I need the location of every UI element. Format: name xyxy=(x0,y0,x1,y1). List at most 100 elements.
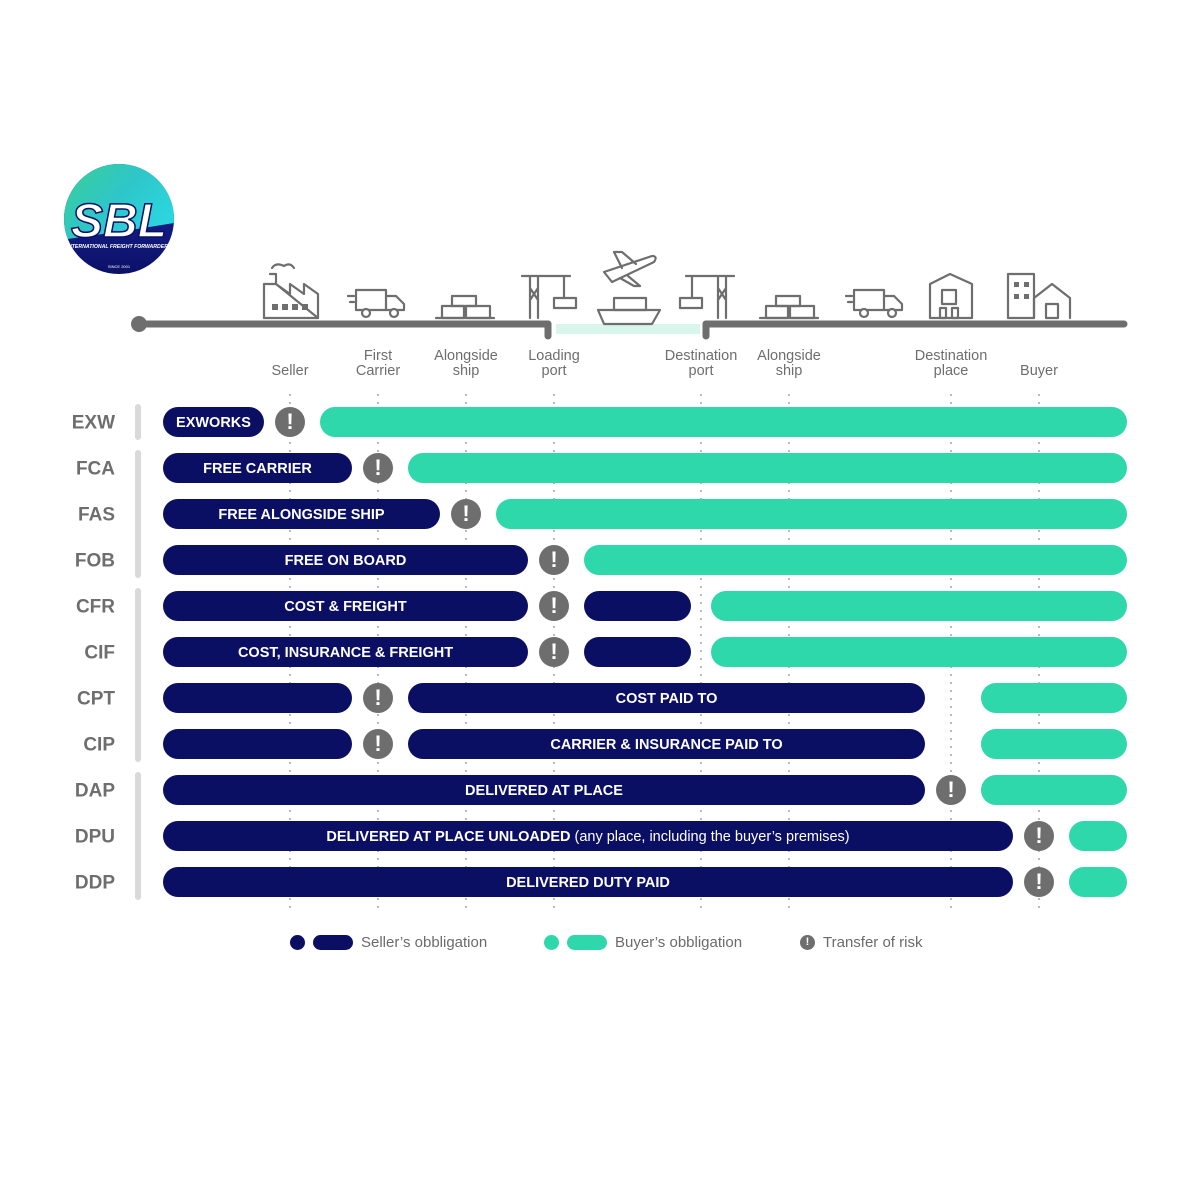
incoterm-row-ddp: DDP DELIVERED DUTY PAID! xyxy=(75,867,1127,897)
buyer-obligation-bar xyxy=(1069,867,1127,897)
incoterm-code: DPU xyxy=(75,827,115,848)
cargo-crates-icon xyxy=(758,294,820,320)
loading-crane-icon xyxy=(520,274,578,320)
legend-buyer-pill xyxy=(567,934,607,950)
timeline-start-dot xyxy=(131,316,147,332)
transfer-of-risk-icon: ! xyxy=(451,499,481,529)
incoterm-row-cfr: CFR COST & FREIGHT! xyxy=(76,591,1127,621)
factory-icon xyxy=(262,263,320,320)
svg-text:!: ! xyxy=(550,639,557,664)
cargo-crates-icon xyxy=(434,294,496,320)
obligation-label: COST PAID TO xyxy=(616,691,718,707)
incoterm-row-cip: CIP! CARRIER & INSURANCE PAID TO xyxy=(83,729,1127,759)
incoterm-row-cif: CIF COST, INSURANCE & FREIGHT! xyxy=(84,637,1127,667)
brand-logo: SBL INTERNATIONAL FREIGHT FORWARDERS SIN… xyxy=(64,164,174,274)
station-label-first_carrier: First Carrier xyxy=(356,348,400,379)
obligation-label: DELIVERED AT PLACE xyxy=(465,783,623,799)
buyer-obligation-bar xyxy=(408,453,1127,483)
station-label-seller: Seller xyxy=(271,363,308,379)
transfer-of-risk-icon: ! xyxy=(539,637,569,667)
incoterm-row-dap: DAP DELIVERED AT PLACE! xyxy=(75,775,1127,805)
destination-crane-icon xyxy=(678,274,736,320)
transfer-of-risk-icon: ! xyxy=(363,729,393,759)
seller-obligation-bar xyxy=(163,683,352,713)
seller-obligation-bar xyxy=(163,867,1013,897)
station-label-destination_place: Destination place xyxy=(915,348,988,379)
incoterm-row-exw: EXW EXWORKS! xyxy=(72,407,1127,437)
svg-text:!: ! xyxy=(374,731,381,756)
obligation-label: CARRIER & INSURANCE PAID TO xyxy=(550,737,782,753)
seller-obligation-bar xyxy=(163,499,440,529)
seller-obligation-bar xyxy=(408,683,925,713)
buyer-obligation-bar xyxy=(711,591,1127,621)
legend-buyer: Buyer’s obbligation xyxy=(544,930,742,954)
obligation-label: DELIVERED DUTY PAID xyxy=(506,875,670,891)
obligation-label: FREE ON BOARD xyxy=(285,553,407,569)
seller-obligation-bar xyxy=(584,637,691,667)
incoterm-code: CIF xyxy=(84,643,115,664)
seller-obligation-bar xyxy=(408,729,925,759)
buyer-obligation-bar xyxy=(711,637,1127,667)
obligation-label: FREE ALONGSIDE SHIP xyxy=(218,507,385,523)
legend-seller-pill xyxy=(313,934,353,950)
legend-risk-icon: ! xyxy=(800,934,815,950)
airplane-icon xyxy=(602,250,657,288)
legend-buyer-label: Buyer’s obbligation xyxy=(615,933,743,951)
seller-obligation-bar xyxy=(163,591,528,621)
svg-text:!: ! xyxy=(1035,823,1042,848)
incoterm-code: CIP xyxy=(83,735,115,756)
truck-icon xyxy=(844,288,904,319)
svg-text:!: ! xyxy=(462,501,469,526)
legend-seller-label: Seller’s obbligation xyxy=(361,933,488,951)
incoterm-row-fca: FCA FREE CARRIER! xyxy=(76,453,1127,483)
buyer-obligation-bar xyxy=(981,683,1127,713)
obligation-label: EXWORKS xyxy=(176,415,251,431)
svg-text:!: ! xyxy=(286,409,293,434)
truck-icon xyxy=(346,288,406,319)
station-label-alongside_ship_2: Alongside ship xyxy=(757,348,821,379)
incoterm-code: FOB xyxy=(75,551,115,572)
incoterm-code: DDP xyxy=(75,873,115,894)
logo-text: SBL xyxy=(71,195,167,248)
obligation-label: COST & FREIGHT xyxy=(284,599,407,615)
sea-water xyxy=(556,324,700,334)
station-label-loading_port: Loading port xyxy=(528,348,580,379)
incoterm-code: CPT xyxy=(77,689,115,710)
seller-obligation-bar xyxy=(163,407,264,437)
ship-icon xyxy=(596,296,662,326)
svg-text:!: ! xyxy=(374,455,381,480)
seller-obligation-bar xyxy=(163,821,1013,851)
seller-obligation-bar xyxy=(163,775,925,805)
legend-seller-dot xyxy=(290,934,305,950)
station-label-alongside_ship_1: Alongside ship xyxy=(434,348,498,379)
transfer-of-risk-icon: ! xyxy=(363,683,393,713)
legend-risk-label: Transfer of risk xyxy=(823,933,923,951)
station-labels: Seller First Carrier Alongside ship Loading po… xyxy=(271,348,1058,379)
incoterm-row-cpt: CPT! COST PAID TO xyxy=(77,683,1127,713)
buyer-obligation-bar xyxy=(981,775,1127,805)
svg-text:!: ! xyxy=(1035,869,1042,894)
incoterm-code: CFR xyxy=(76,597,115,618)
timeline-axis xyxy=(135,320,1128,340)
incoterm-code: DAP xyxy=(75,781,115,802)
obligation-label: DELIVERED AT PLACE UNLOADED (any place, … xyxy=(326,829,849,845)
station-label-destination_port: Destination port xyxy=(665,348,738,379)
legend-seller: Seller’s obbligation xyxy=(290,930,487,954)
buyer-obligation-bar xyxy=(584,545,1127,575)
legend-buyer-dot xyxy=(544,934,559,950)
transfer-of-risk-icon: ! xyxy=(1024,821,1054,851)
incoterm-row-fas: FAS FREE ALONGSIDE SHIP! xyxy=(78,499,1127,529)
svg-text:!: ! xyxy=(550,593,557,618)
transfer-of-risk-icon: ! xyxy=(539,545,569,575)
legend: Seller’s obbligation Buyer’s obbligation… xyxy=(0,930,1200,954)
logo-since: SINCE 2001 xyxy=(108,264,131,269)
incoterm-code: FAS xyxy=(78,505,115,526)
seller-obligation-bar xyxy=(163,545,528,575)
buildings-icon xyxy=(1006,272,1072,320)
obligation-label: FREE CARRIER xyxy=(203,461,312,477)
seller-obligation-bar xyxy=(163,453,352,483)
incoterm-rows: EXW EXWORKS ! FCA FREE CARRIER ! FAS FREE ALONG… xyxy=(72,407,1127,897)
incoterm-code: FCA xyxy=(76,459,115,480)
transfer-of-risk-icon: ! xyxy=(1024,867,1054,897)
